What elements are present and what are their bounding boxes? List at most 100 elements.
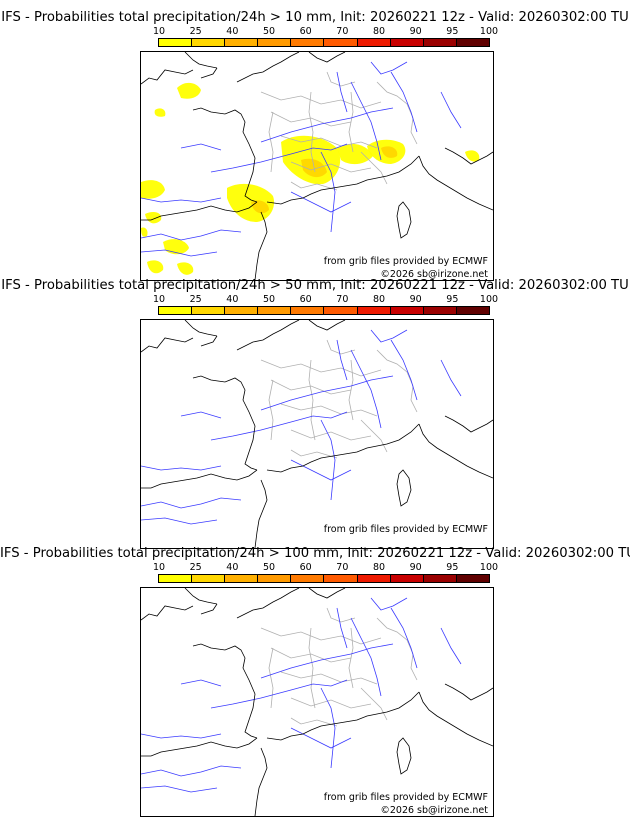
- coastline: [141, 69, 194, 85]
- map-panel-50mm: IFS - Probabilities total precipitation/…: [0, 278, 630, 549]
- colorbar-swatch: [423, 39, 457, 46]
- colorbar-swatch: [225, 39, 259, 46]
- colorbar-label: 25: [189, 294, 202, 305]
- river: [290, 727, 352, 749]
- colorbar-label: 90: [409, 294, 422, 305]
- colorbar-swatch: [390, 39, 424, 46]
- colorbar-swatch: [456, 307, 489, 314]
- river: [350, 617, 382, 697]
- colorbar-label: 80: [372, 26, 386, 37]
- river: [336, 607, 348, 649]
- colorbar-label: 90: [409, 26, 422, 37]
- admin-border: [280, 403, 378, 417]
- river: [440, 359, 462, 397]
- colorbar-swatch: [159, 575, 193, 582]
- coastline: [141, 737, 258, 757]
- colorbar-swatch: [192, 39, 226, 46]
- admin-border: [360, 151, 388, 185]
- map-panel-10mm: IFS - Probabilities total precipitation/…: [0, 10, 630, 281]
- admin-border: [290, 161, 372, 173]
- admin-border: [348, 359, 354, 421]
- admin-border: [308, 91, 316, 173]
- river: [141, 517, 218, 525]
- admin-border: [326, 607, 356, 623]
- precip-probability-area: [177, 262, 194, 275]
- admin-border: [326, 339, 356, 355]
- precip-probability-area: [337, 143, 373, 165]
- colorbar-label: 100: [479, 26, 499, 37]
- admin-border: [290, 181, 338, 191]
- river: [390, 607, 418, 669]
- source-credit: from grib files provided by ECMWF: [322, 524, 489, 535]
- precip-probability-area: [227, 183, 275, 222]
- admin-border: [348, 627, 354, 689]
- precip-probability-area: [163, 239, 189, 255]
- map-svg: [141, 320, 493, 548]
- admin-border: [270, 647, 352, 663]
- colorbar-swatch: [258, 39, 292, 46]
- admin-border: [268, 111, 274, 173]
- copyright-credit: ©2026 sb@irizone.net: [379, 805, 489, 816]
- coastline: [236, 588, 300, 619]
- river: [390, 71, 418, 133]
- admin-border: [360, 419, 388, 453]
- source-credit: from grib files provided by ECMWF: [322, 256, 489, 267]
- colorbar-label: 60: [299, 294, 312, 305]
- river: [320, 151, 336, 233]
- admin-border: [260, 359, 382, 377]
- river: [210, 143, 348, 173]
- admin-border: [280, 135, 378, 149]
- colorbar-label: 100: [479, 562, 499, 573]
- colorbar-swatch: [192, 575, 226, 582]
- river: [141, 497, 242, 509]
- coastline: [308, 320, 346, 331]
- coastline: [308, 588, 346, 599]
- coastline: [200, 335, 218, 347]
- coastline: [200, 67, 218, 79]
- river: [141, 197, 222, 203]
- colorbar-swatch: [390, 575, 424, 582]
- colorbar-swatch: [324, 307, 358, 314]
- river: [141, 765, 242, 777]
- precip-probability-area: [141, 180, 165, 199]
- river: [260, 375, 394, 411]
- colorbar-label: 40: [226, 294, 239, 305]
- precip-probability-area: [177, 82, 201, 99]
- colorbar-label: 60: [299, 26, 312, 37]
- admin-border: [260, 627, 382, 645]
- colorbar-swatch: [324, 575, 358, 582]
- river: [336, 71, 348, 113]
- river: [336, 339, 348, 381]
- colorbar-swatch: [291, 307, 325, 314]
- river: [370, 597, 408, 611]
- river: [141, 785, 218, 793]
- coastline: [254, 211, 268, 280]
- admin-border: [270, 379, 352, 395]
- colorbar-labels: 10 25 40 50 60 70 80 90 95 100: [153, 294, 498, 305]
- coastline: [396, 201, 412, 239]
- admin-border: [290, 697, 372, 709]
- river: [350, 81, 382, 161]
- admin-border: [376, 81, 418, 145]
- river: [141, 465, 222, 471]
- coastline: [141, 201, 258, 221]
- coastline: [444, 683, 493, 701]
- coastline: [254, 479, 268, 548]
- colorbar-label: 25: [189, 26, 202, 37]
- precip-probability-area: [147, 260, 164, 274]
- colorbar-labels: 10 25 40 50 60 70 80 90 95 100: [153, 563, 498, 573]
- coastline: [444, 415, 493, 433]
- admin-border: [360, 687, 388, 721]
- colorbar-label: 80: [372, 294, 386, 305]
- map-panel-100mm: IFS - Probabilities total precipitation/…: [0, 546, 630, 817]
- colorbar-label: 50: [262, 294, 276, 305]
- coastline: [418, 155, 493, 211]
- admin-border: [270, 111, 352, 127]
- river: [370, 329, 408, 343]
- precip-probability-area: [154, 108, 166, 117]
- colorbar-swatch: [324, 39, 358, 46]
- colorbar-label: 70: [336, 26, 349, 37]
- panel-title: IFS - Probabilities total precipitation/…: [0, 546, 630, 561]
- map-frame: from grib files provided by ECMWF: [140, 319, 494, 549]
- coastline: [141, 605, 194, 621]
